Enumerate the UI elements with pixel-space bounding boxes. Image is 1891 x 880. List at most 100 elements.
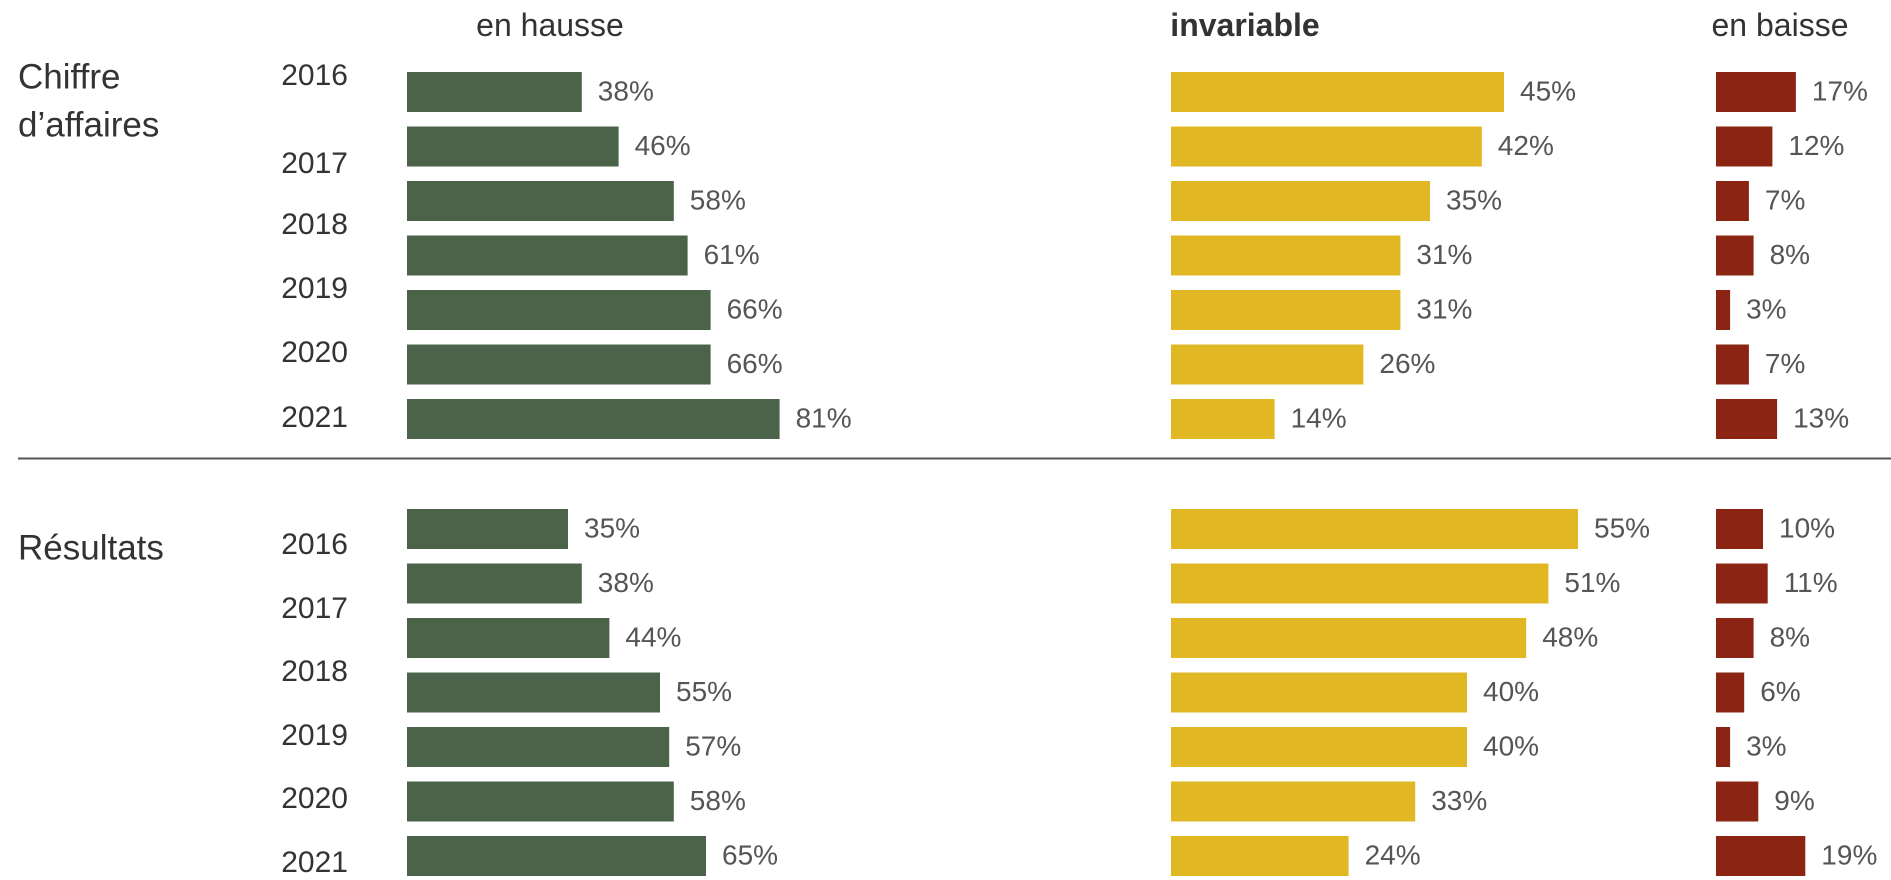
bar bbox=[1716, 672, 1745, 713]
data-label: 45% bbox=[1520, 75, 1576, 106]
data-label: 3% bbox=[1746, 730, 1786, 761]
year-label: 2021 bbox=[281, 401, 348, 434]
data-label: 19% bbox=[1821, 839, 1877, 870]
data-label: 31% bbox=[1416, 239, 1472, 270]
data-label: 10% bbox=[1779, 512, 1835, 543]
bar bbox=[407, 72, 582, 112]
bar bbox=[1716, 509, 1763, 549]
data-label: 48% bbox=[1542, 621, 1598, 652]
data-label: 17% bbox=[1812, 75, 1868, 106]
data-label: 40% bbox=[1483, 676, 1539, 707]
bar bbox=[1171, 563, 1549, 604]
data-label: 38% bbox=[598, 567, 654, 598]
bar bbox=[1171, 72, 1504, 112]
bar bbox=[407, 181, 674, 221]
data-label: 58% bbox=[690, 184, 746, 215]
bar bbox=[407, 344, 711, 385]
bar bbox=[1716, 290, 1731, 330]
bar bbox=[1171, 290, 1401, 330]
panel-label: Résultats bbox=[18, 528, 164, 567]
bar bbox=[407, 235, 688, 276]
bar bbox=[1171, 781, 1416, 822]
bar bbox=[1716, 344, 1749, 385]
data-label: 55% bbox=[1594, 512, 1650, 543]
data-label: 7% bbox=[1765, 184, 1805, 215]
bar bbox=[407, 399, 780, 439]
data-label: 8% bbox=[1770, 239, 1810, 270]
bar bbox=[407, 727, 670, 767]
data-label: 58% bbox=[690, 785, 746, 816]
data-label: 51% bbox=[1564, 567, 1620, 598]
year-label: 2019 bbox=[281, 272, 348, 305]
data-label: 31% bbox=[1416, 293, 1472, 324]
bar bbox=[1716, 781, 1759, 822]
column-header-en-baisse: en baisse bbox=[1712, 7, 1849, 43]
year-label: 2018 bbox=[281, 208, 348, 241]
bar bbox=[407, 781, 674, 822]
data-label: 81% bbox=[796, 402, 852, 433]
data-label: 44% bbox=[625, 621, 681, 652]
bar bbox=[1716, 235, 1754, 276]
bar bbox=[1171, 235, 1401, 276]
data-label: 38% bbox=[598, 75, 654, 106]
bar bbox=[407, 563, 582, 604]
bar bbox=[1716, 399, 1778, 439]
year-label: 2016 bbox=[281, 528, 348, 561]
data-label: 57% bbox=[685, 730, 741, 761]
data-label: 6% bbox=[1760, 676, 1800, 707]
bar bbox=[1171, 836, 1349, 876]
data-label: 40% bbox=[1483, 730, 1539, 761]
bar bbox=[1716, 563, 1768, 604]
bar bbox=[1716, 618, 1754, 658]
bar bbox=[1716, 126, 1773, 167]
data-label: 24% bbox=[1365, 839, 1421, 870]
data-label: 9% bbox=[1774, 785, 1814, 816]
data-label: 8% bbox=[1770, 621, 1810, 652]
panel-label: d’affaires bbox=[18, 105, 159, 144]
bar bbox=[1171, 618, 1527, 658]
data-label: 65% bbox=[722, 839, 778, 870]
data-label: 12% bbox=[1788, 130, 1844, 161]
bar bbox=[407, 618, 610, 658]
bar bbox=[1171, 399, 1275, 439]
bar bbox=[1171, 344, 1364, 385]
year-label: 2018 bbox=[281, 655, 348, 688]
year-label: 2020 bbox=[281, 782, 348, 815]
data-label: 61% bbox=[704, 239, 760, 270]
year-label: 2019 bbox=[281, 719, 348, 752]
data-label: 26% bbox=[1379, 348, 1435, 379]
data-label: 46% bbox=[635, 130, 691, 161]
data-label: 66% bbox=[727, 348, 783, 379]
year-label: 2020 bbox=[281, 336, 348, 369]
year-label: 2021 bbox=[281, 846, 348, 879]
data-label: 35% bbox=[1446, 184, 1502, 215]
year-label: 2017 bbox=[281, 592, 348, 625]
data-label: 11% bbox=[1784, 567, 1838, 598]
column-headers: en hausse invariable en baisse bbox=[476, 7, 1848, 43]
bar bbox=[1171, 509, 1578, 549]
bar bbox=[1171, 181, 1430, 221]
bar bbox=[407, 126, 619, 167]
bar bbox=[1171, 672, 1467, 713]
data-label: 42% bbox=[1498, 130, 1554, 161]
bar bbox=[1716, 836, 1806, 876]
data-label: 55% bbox=[676, 676, 732, 707]
bar bbox=[1716, 727, 1731, 767]
column-header-en-hausse: en hausse bbox=[476, 7, 624, 43]
year-label: 2017 bbox=[281, 147, 348, 180]
bar bbox=[1716, 72, 1796, 112]
bar bbox=[407, 672, 660, 713]
data-label: 33% bbox=[1431, 785, 1487, 816]
data-label: 35% bbox=[584, 512, 640, 543]
bar bbox=[1171, 727, 1467, 767]
data-label: 14% bbox=[1291, 402, 1347, 433]
bar bbox=[407, 509, 568, 549]
data-label: 7% bbox=[1765, 348, 1805, 379]
data-label: 3% bbox=[1746, 293, 1786, 324]
year-label: 2016 bbox=[281, 59, 348, 92]
bar bbox=[1716, 181, 1749, 221]
bar bbox=[1171, 126, 1482, 167]
column-header-invariable: invariable bbox=[1170, 7, 1319, 43]
data-label: 13% bbox=[1793, 402, 1849, 433]
